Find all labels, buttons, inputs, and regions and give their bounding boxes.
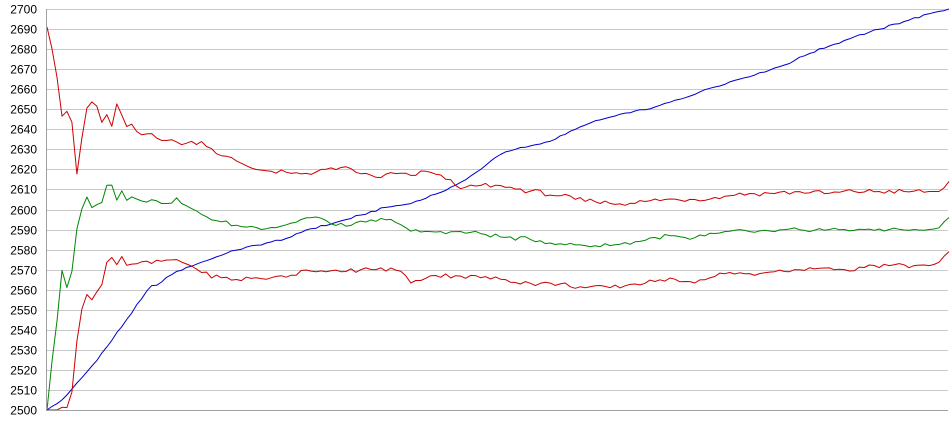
y-tick-label: 2630 [10,143,37,157]
y-tick-label: 2620 [10,163,37,177]
series-line-2 [46,26,950,206]
y-tick-label: 2540 [10,324,37,338]
series-line-3 [46,184,950,411]
series-line-1 [46,8,950,411]
y-tick-label: 2600 [10,204,37,218]
y-tick-label: 2610 [10,183,37,197]
series-line-4 [47,251,950,411]
gridlines [46,9,948,411]
y-tick-label: 2670 [10,63,37,77]
y-tick-label: 2650 [10,103,37,117]
y-tick-label: 2590 [10,224,37,238]
y-tick-label: 2640 [10,123,37,137]
y-tick-label: 2530 [10,344,37,358]
y-tick-label: 2510 [10,384,37,398]
y-tick-label: 2690 [10,23,37,37]
y-tick-label: 2570 [10,264,37,278]
y-tick-label: 2660 [10,83,37,97]
y-tick-label: 2500 [10,404,37,418]
y-axis-ticks: 2500 2510 2520 2530 2540 2550 2560 2570 2580 2590… [10,3,37,418]
series-lines [46,8,950,411]
y-tick-label: 2680 [10,43,37,57]
y-tick-label: 2700 [10,3,37,17]
y-tick-label: 2520 [10,364,37,378]
y-tick-label: 2550 [10,304,37,318]
y-tick-label: 2560 [10,284,37,298]
y-tick-label: 2580 [10,244,37,258]
